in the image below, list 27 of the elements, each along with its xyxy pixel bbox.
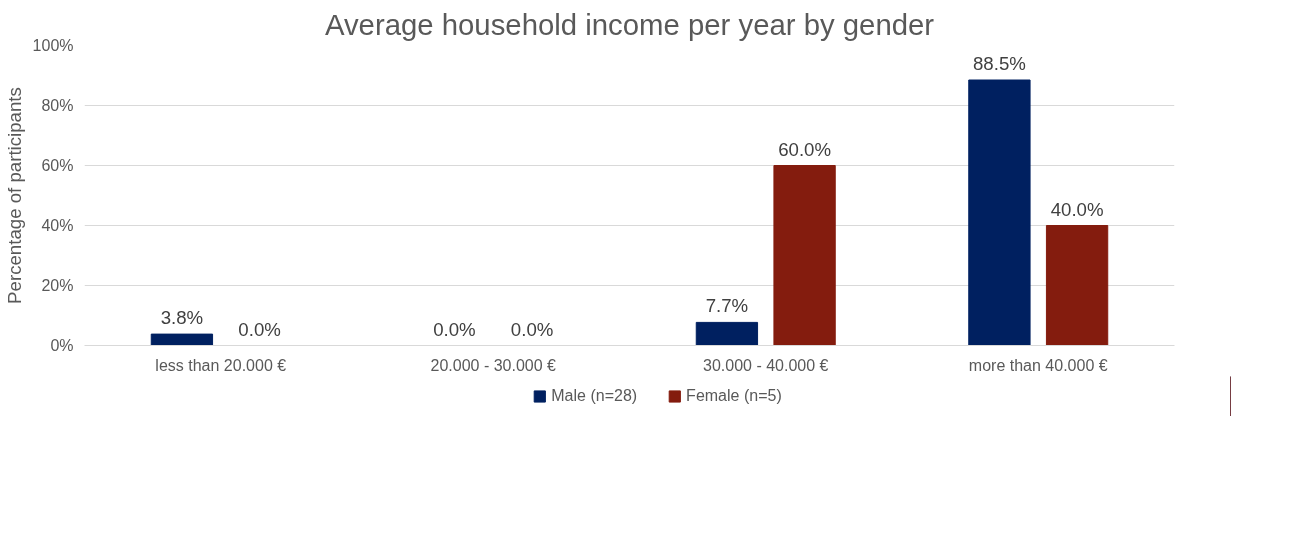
y-tick-label: 20% [41, 277, 74, 294]
data-label: 40.0% [1050, 198, 1104, 220]
bar [695, 321, 759, 346]
bar [773, 165, 836, 346]
y-tick-label: 40% [41, 217, 74, 234]
data-label: 0.0% [510, 318, 554, 340]
bar [968, 79, 1031, 346]
y-tick-label: 0% [50, 337, 74, 354]
y-tick-label: 60% [41, 157, 74, 174]
x-tick-label: 20.000 - 30.000 € [430, 356, 557, 374]
legend-label: Female (n=5) [686, 387, 782, 405]
legend-label: Male (n=28) [551, 387, 638, 405]
chart-title: Average household income per year by gender [324, 7, 935, 41]
data-label: 0.0% [238, 318, 281, 340]
y-axis-title: Percentage of participants [3, 87, 25, 304]
y-tick-label: 100% [32, 37, 74, 54]
data-label: 3.8% [160, 307, 204, 329]
x-tick-label: more than 40.000 € [968, 356, 1108, 374]
data-label: 7.7% [705, 295, 749, 317]
y-tick-label: 80% [41, 97, 74, 114]
x-tick-label: 30.000 - 40.000 € [703, 356, 829, 374]
data-label: 88.5% [972, 53, 1026, 74]
data-label: 60.0% [778, 138, 832, 160]
bar [1045, 225, 1109, 346]
bar [150, 333, 214, 346]
x-tick-label: less than 20.000 € [155, 356, 287, 374]
data-label: 0.0% [433, 318, 476, 340]
